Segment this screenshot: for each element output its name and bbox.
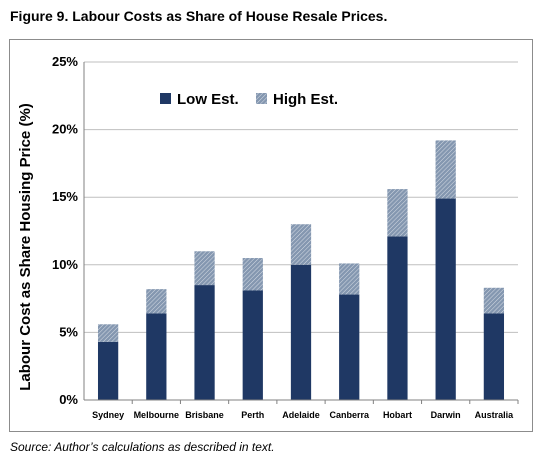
x-tick-label: Adelaide xyxy=(282,410,320,420)
bar-high-estimate xyxy=(339,263,360,295)
bar-low-estimate xyxy=(387,236,408,400)
y-tick-label: 5% xyxy=(59,324,78,339)
stacked-bar-chart: 0% 5% 10% 15% 20% 25% Sydney Melbourne Brisbane P… xyxy=(17,54,519,420)
x-tick-label: Hobart xyxy=(383,410,412,420)
bar-high-estimate xyxy=(194,251,215,286)
bar-high-estimate xyxy=(435,140,456,199)
y-axis-label: Labour Cost as Share Housing Price (%) xyxy=(17,103,34,391)
y-tick-label: 25% xyxy=(52,54,78,69)
legend-item-high-swatch xyxy=(256,93,267,104)
x-tick-label: Canberra xyxy=(329,410,370,420)
x-tick-label: Darwin xyxy=(431,410,461,420)
bar-low-estimate xyxy=(339,294,360,400)
bar-high-estimate xyxy=(97,324,119,342)
legend-item-low-swatch xyxy=(160,93,171,104)
bar-low-estimate xyxy=(146,313,167,400)
bar-low-estimate xyxy=(435,198,456,400)
bar-low-estimate xyxy=(290,264,312,400)
bar-high-estimate xyxy=(290,224,312,265)
chart-frame: 0% 5% 10% 15% 20% 25% Sydney Melbourne Brisbane P… xyxy=(9,39,533,432)
x-tick-label: Brisbane xyxy=(185,410,224,420)
bar-high-estimate xyxy=(146,289,167,314)
bar-high-estimate xyxy=(387,189,408,237)
bar-low-estimate xyxy=(194,285,215,400)
axes: 0% 5% 10% 15% 20% 25% Sydney Melbourne Brisbane P… xyxy=(52,54,519,420)
bar-low-estimate xyxy=(483,313,505,400)
x-tick-label: Australia xyxy=(475,410,515,420)
bar-low-estimate xyxy=(242,290,263,400)
legend: Low Est. High Est. xyxy=(160,91,338,108)
bar-high-estimate xyxy=(483,287,505,314)
legend-item-high-label: High Est. xyxy=(273,91,338,108)
bar-low-estimate xyxy=(97,341,119,400)
bar-high-estimate xyxy=(242,258,263,291)
y-tick-label: 20% xyxy=(52,122,78,137)
source-note: Source: Author’s calculations as describ… xyxy=(10,440,275,454)
y-tick-label: 0% xyxy=(59,392,78,407)
bars xyxy=(97,140,505,400)
x-tick-label: Sydney xyxy=(92,410,124,420)
y-tick-label: 10% xyxy=(52,257,78,272)
x-tick-label: Perth xyxy=(241,410,264,420)
x-tick-label: Melbourne xyxy=(134,410,180,420)
figure-title: Figure 9. Labour Costs as Share of House… xyxy=(10,8,388,24)
y-tick-label: 15% xyxy=(52,189,78,204)
legend-item-low-label: Low Est. xyxy=(177,91,239,108)
